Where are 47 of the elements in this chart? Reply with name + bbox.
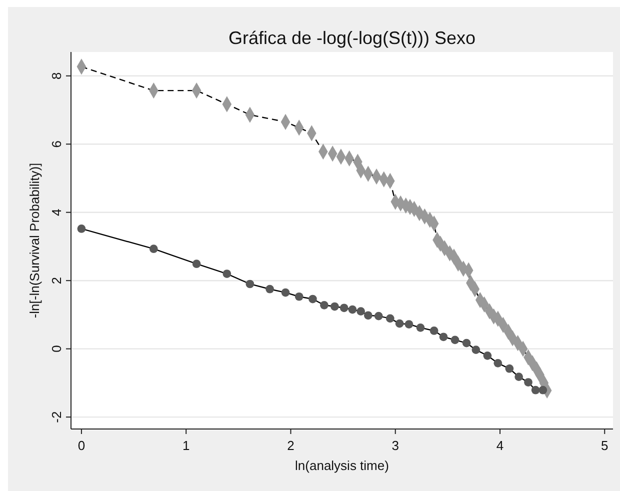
point xyxy=(430,326,438,335)
y-tick-label: -2 xyxy=(49,411,64,423)
point xyxy=(340,304,348,312)
point xyxy=(416,323,425,332)
point xyxy=(246,280,254,288)
point xyxy=(320,300,328,310)
point xyxy=(364,311,372,320)
chart-title: Gráfica de -log(-log(S(t))) Sexo xyxy=(228,28,476,48)
x-tick-label: 0 xyxy=(78,438,86,453)
point xyxy=(348,305,357,314)
point xyxy=(149,244,158,254)
x-tick-label: 2 xyxy=(287,438,294,453)
point xyxy=(450,336,460,344)
x-tick-label: 4 xyxy=(496,438,504,453)
point xyxy=(374,312,383,320)
point xyxy=(538,386,548,394)
point xyxy=(386,314,394,323)
y-tick-label: 0 xyxy=(49,345,64,352)
point xyxy=(531,386,540,394)
point xyxy=(439,332,448,342)
point xyxy=(404,320,414,328)
y-tick-label: 8 xyxy=(49,72,64,80)
point xyxy=(222,270,232,278)
point xyxy=(483,351,492,360)
x-tick-label: 5 xyxy=(601,438,608,453)
point xyxy=(505,364,514,373)
x-axis-title: ln(analysis time) xyxy=(295,458,389,473)
y-tick-label: 6 xyxy=(49,140,64,148)
point xyxy=(494,358,502,368)
y-tick-label: 4 xyxy=(49,208,64,216)
point xyxy=(192,260,201,268)
point xyxy=(330,302,339,311)
point xyxy=(514,372,524,381)
point xyxy=(266,284,274,294)
point xyxy=(308,294,317,304)
point xyxy=(462,338,471,348)
point xyxy=(356,307,366,316)
y-tick-label: 2 xyxy=(49,276,64,284)
point xyxy=(524,378,532,386)
x-tick-label: 1 xyxy=(182,438,190,453)
point xyxy=(294,292,304,301)
y-axis-title: -ln[-ln(Survival Probability)] xyxy=(27,162,42,318)
point xyxy=(281,288,290,297)
x-tick-label: 3 xyxy=(392,438,399,453)
point xyxy=(472,346,480,354)
point xyxy=(77,224,86,233)
point xyxy=(395,319,404,328)
